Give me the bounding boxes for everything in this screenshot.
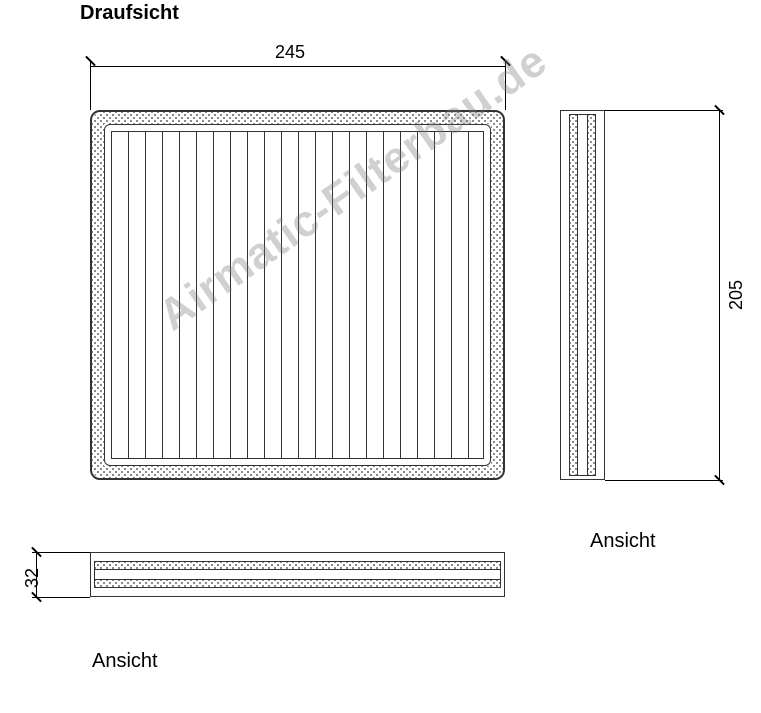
side-view [560,110,605,480]
dim-value-depth: 32 [22,568,43,588]
top-view [90,110,505,480]
view-title-front: Ansicht [92,650,158,673]
front-core [94,569,501,580]
dim-value-height: 205 [726,280,747,310]
side-core [577,114,588,476]
dim-ext-line [32,552,90,553]
dim-ext-line [90,62,91,110]
view-title-top: Draufsicht [80,2,179,25]
dim-ext-line [605,110,723,111]
dim-line-top [90,66,505,67]
dim-value-width: 245 [275,42,305,63]
dim-ext-line [605,480,723,481]
view-title-side: Ansicht [590,530,656,553]
front-view [90,552,505,597]
dim-line-right [719,110,720,480]
dim-ext-line [32,597,90,598]
